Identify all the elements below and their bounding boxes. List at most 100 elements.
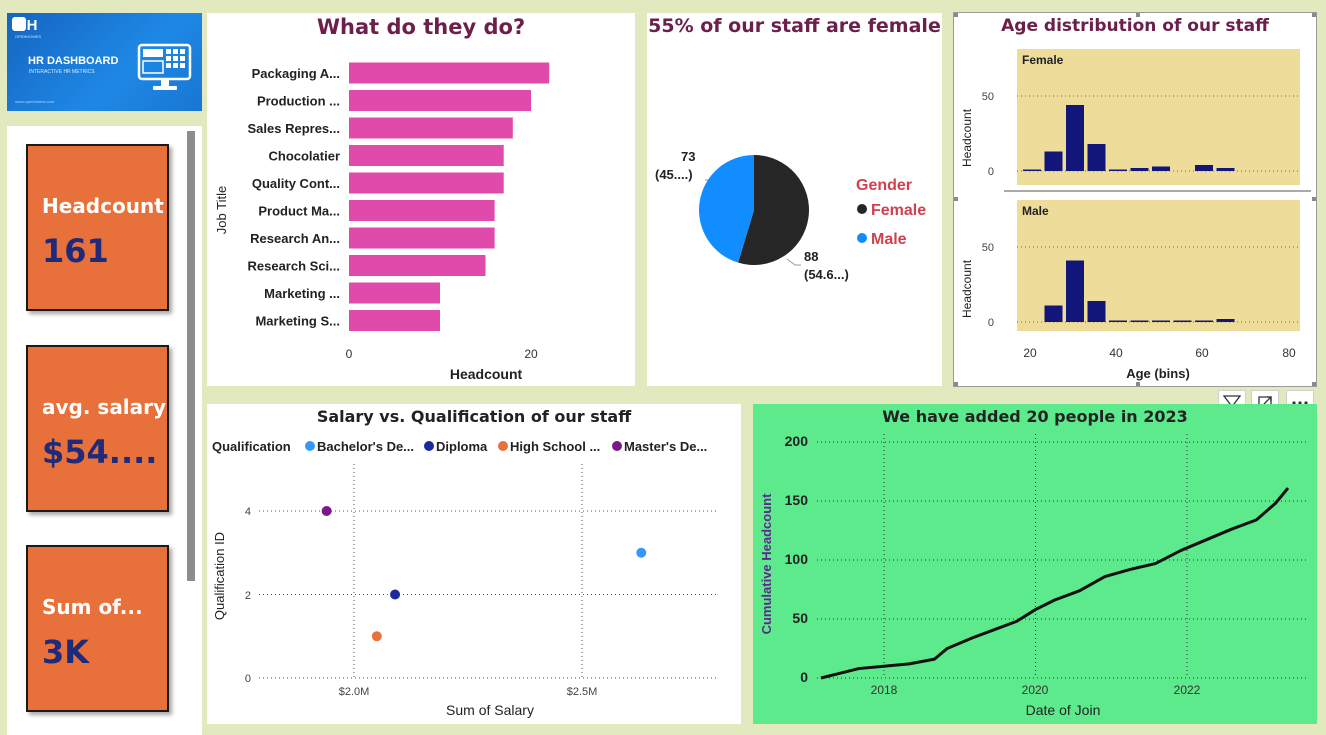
female-age-bar (1044, 151, 1063, 171)
age-distribution-chart[interactable]: Age distribution of our staff Female Mal… (953, 12, 1317, 387)
scatter-ytick-0: 0 (245, 673, 251, 685)
age-chart-title: Age distribution of our staff (1001, 16, 1269, 36)
cumulative-headcount-line (820, 487, 1290, 680)
avg-salary-value: $54.... (42, 433, 158, 471)
male-plot-area (1017, 200, 1300, 331)
scatter-ytick-2: 2 (245, 590, 251, 602)
line-chart-title: We have added 20 people in 2023 (882, 407, 1188, 426)
selection-handle (954, 382, 958, 386)
job-bar (349, 200, 495, 221)
male-age-bar (1152, 320, 1170, 322)
male-panel-label: Male (1022, 204, 1049, 218)
line-xtick-2020: 2020 (1022, 683, 1049, 697)
job-bar (349, 227, 495, 249)
kpi-scrollbar[interactable] (187, 131, 195, 581)
headcount-card: Headcount 161 (26, 144, 169, 311)
job-category-label: Packaging A... (252, 66, 340, 81)
job-category-label: Marketing ... (264, 286, 340, 301)
legend-dot-bachelor (305, 441, 315, 451)
male-age-bar (1087, 301, 1106, 322)
female-count-label: 88 (804, 249, 818, 264)
logo-text: OH (15, 17, 38, 34)
logo-mark (12, 17, 26, 31)
line-ytick-50: 50 (792, 610, 808, 626)
salary-qualification-chart[interactable]: Salary vs. Qualification of our staff Qu… (207, 404, 741, 724)
line-chart-svg: Cumulative Headcount 200 150 100 50 0 20… (759, 433, 1307, 718)
job-bar (349, 310, 440, 331)
female-pct-label: (54.6...) (804, 267, 849, 282)
job-tick-0: 0 (346, 347, 353, 361)
legend-label-master[interactable]: Master's De... (624, 439, 707, 454)
legend-dot-highschool (498, 441, 508, 451)
job-bar (349, 145, 504, 166)
job-category-label: Production ... (257, 94, 340, 109)
line-ytick-0: 0 (800, 669, 808, 685)
male-age-bar (1130, 320, 1149, 322)
avg-salary-card: avg. salary $54.... (26, 345, 169, 512)
job-bar (349, 117, 513, 139)
female-age-bar (1066, 105, 1084, 171)
gender-chart-title: 55% of our staff are female (648, 15, 941, 37)
scatter-point (390, 589, 401, 600)
job-chart-title: What do they do? (316, 15, 526, 39)
male-age-bar (1195, 320, 1213, 322)
male-age-bar (1216, 319, 1235, 322)
selection-handle (1312, 197, 1316, 201)
job-chart-xlabel: Headcount (450, 366, 523, 382)
female-age-bar (1130, 168, 1149, 171)
pie-slice-male (698, 155, 754, 263)
female-age-bar (1152, 166, 1170, 171)
selection-handle (1136, 382, 1140, 386)
age-xtick-60: 60 (1195, 346, 1209, 360)
female-ylabel: Headcount (960, 108, 974, 167)
job-category-label: Chocolatier (268, 149, 340, 164)
sum-label: Sum of... (42, 595, 143, 619)
male-legend-label[interactable]: Male (871, 231, 907, 248)
job-chart-ylabel: Job Title (214, 186, 229, 234)
scatter-point (371, 631, 382, 642)
job-category-label: Research An... (250, 231, 340, 246)
legend-label-highschool[interactable]: High School ... (510, 439, 600, 454)
age-xtick-80: 80 (1282, 346, 1296, 360)
male-legend-dot (857, 233, 867, 243)
job-category-label: Quality Cont... (252, 176, 340, 191)
scatter-xtick-2-5m: $2.5M (567, 686, 598, 698)
pie-slice-female (738, 155, 809, 265)
male-ytick-0: 0 (988, 317, 994, 329)
cumulative-headcount-chart[interactable]: We have added 20 people in 2023 Cumulati… (753, 404, 1317, 724)
legend-dot-master (612, 441, 622, 451)
banner-subtitle: INTERACTIVE HR METRICS (29, 69, 95, 75)
job-bar (349, 62, 550, 84)
male-age-bar (1173, 320, 1192, 322)
female-age-bar (1216, 168, 1235, 171)
job-title-chart[interactable]: What do they do? Job Title 0 20 Headcoun… (207, 13, 635, 386)
banner-title: HR DASHBOARD (28, 55, 119, 67)
job-category-label: Product Ma... (258, 204, 340, 219)
male-ylabel: Headcount (960, 259, 974, 318)
line-ytick-100: 100 (785, 551, 809, 567)
avg-salary-label: avg. salary (42, 395, 167, 419)
female-legend-label[interactable]: Female (871, 202, 926, 219)
job-tick-20: 20 (524, 347, 538, 361)
selection-handle (1136, 13, 1140, 17)
scatter-xtick-2m: $2.0M (339, 686, 370, 698)
job-bar (349, 255, 486, 276)
line-xtick-2018: 2018 (871, 683, 898, 697)
more-options-icon (1292, 401, 1308, 405)
job-category-label: Sales Repres... (248, 121, 341, 136)
line-ytick-150: 150 (785, 492, 809, 508)
female-ytick-0: 0 (988, 166, 994, 178)
line-xlabel: Date of Join (1026, 702, 1101, 718)
selection-handle (954, 13, 958, 17)
legend-label-diploma[interactable]: Diploma (436, 439, 488, 454)
gender-pie-svg: 73 (45....) 88 (54.6...) Gender Female M… (655, 149, 926, 282)
male-pct-label: (45....) (655, 167, 693, 182)
legend-label-bachelor[interactable]: Bachelor's De... (317, 439, 414, 454)
female-plot-area (1017, 49, 1300, 185)
age-xtick-20: 20 (1023, 346, 1037, 360)
female-age-bar (1109, 169, 1127, 171)
gender-chart[interactable]: 55% of our staff are female 73 (45....) … (647, 13, 942, 386)
scatter-chart-title: Salary vs. Qualification of our staff (316, 407, 632, 426)
headcount-label: Headcount (42, 194, 164, 218)
banner-footer: www.openhomes.com (15, 99, 55, 104)
